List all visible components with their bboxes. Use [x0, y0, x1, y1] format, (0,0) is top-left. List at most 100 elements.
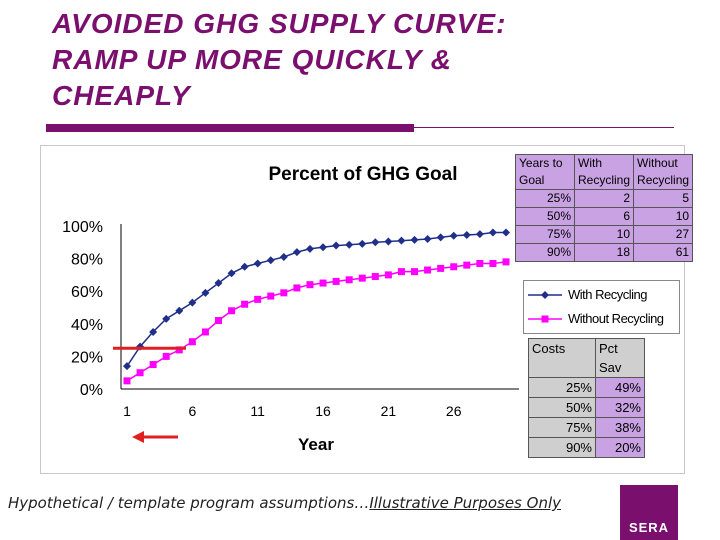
pct-savings-cell: 32% [595, 397, 645, 418]
data-point-with-recycling [201, 288, 210, 297]
y-tick-label: 60% [71, 284, 103, 301]
data-point-without-recycling [175, 346, 183, 354]
data-point-without-recycling [162, 352, 170, 360]
x-tick-label: 26 [446, 403, 462, 419]
without-recycling-years-cell: 10 [633, 207, 694, 226]
data-point-without-recycling [280, 289, 288, 297]
data-point-without-recycling [123, 377, 131, 385]
data-point-without-recycling [384, 271, 392, 279]
data-point-without-recycling [201, 328, 209, 336]
data-point-without-recycling [476, 259, 484, 267]
logo-text: SERA [628, 520, 670, 535]
pct-savings-cell: 38% [595, 417, 645, 438]
data-point-without-recycling [241, 300, 249, 308]
data-point-with-recycling [449, 231, 458, 240]
data-point-without-recycling [411, 268, 419, 276]
legend-item-with-recycling: With Recycling [524, 285, 679, 305]
legend-label: Without Recycling [568, 311, 664, 326]
data-point-with-recycling [188, 298, 197, 307]
y-tick-label: 20% [71, 349, 103, 366]
data-point-without-recycling [319, 279, 327, 287]
data-point-with-recycling [345, 240, 354, 249]
title-line-3: CHEAPLY [52, 80, 191, 111]
data-point-with-recycling [475, 230, 484, 239]
table-header-row: Years to Goal With Recycling Without Recycl… [515, 154, 694, 190]
data-point-without-recycling [345, 276, 353, 284]
without-recycling-years-cell: 27 [633, 225, 694, 244]
data-point-without-recycling [358, 274, 366, 282]
data-point-with-recycling [384, 237, 393, 246]
footnote-prefix: Hypothetical / template program assumpti… [8, 494, 370, 512]
y-tick-label: 100% [62, 219, 103, 236]
chart-legend: With Recycling Without Recycling [523, 280, 680, 334]
data-point-without-recycling [293, 284, 301, 292]
table-row: 90% 18 61 [515, 243, 694, 262]
data-point-without-recycling [149, 361, 157, 369]
x-tick-label: 6 [188, 403, 196, 419]
data-point-without-recycling [136, 369, 144, 377]
goal-level-cell: 50% [515, 207, 575, 226]
ghg-line-chart: Percent of GHG Goal Year 0% 20% 40% 60% 80% 1… [62, 164, 519, 454]
data-point-with-recycling [462, 230, 471, 239]
data-point-with-recycling [410, 235, 419, 244]
y-tick-label: 80% [71, 252, 103, 269]
cost-level-cell: 90% [528, 437, 596, 458]
goal-level-cell: 75% [515, 225, 575, 244]
table-row: 75% 10 27 [515, 225, 694, 244]
table-row: 25% 49% [528, 377, 645, 398]
x-tick-label: 11 [250, 403, 265, 419]
legend-swatch-without-recycling [528, 315, 562, 323]
with-recycling-years-cell: 2 [573, 189, 635, 208]
without-recycling-years-cell: 5 [633, 189, 694, 208]
table-header-cell: Costs [528, 338, 596, 378]
y-tick-label: 0% [80, 382, 103, 399]
data-point-with-recycling [319, 243, 328, 252]
data-point-with-recycling [279, 252, 288, 261]
title-underline-bar [46, 124, 414, 132]
x-axis-label: Year [298, 435, 334, 454]
data-point-without-recycling [489, 259, 497, 267]
with-recycling-years-cell: 10 [573, 225, 635, 244]
legend-label: With Recycling [568, 287, 647, 302]
series-line-without-recycling [126, 261, 507, 382]
data-point-with-recycling [371, 238, 380, 247]
chart-title: Percent of GHG Goal [269, 164, 458, 185]
data-point-without-recycling [437, 264, 445, 272]
costs-savings-table: Costs Pct Sav 25% 49% 50% 32% 75% 38% 90… [528, 338, 645, 458]
data-point-without-recycling [254, 295, 262, 303]
data-point-with-recycling [240, 262, 249, 271]
with-recycling-years-cell: 6 [573, 207, 635, 226]
x-tick-label: 16 [315, 403, 331, 419]
legend-item-without-recycling: Without Recycling [524, 309, 679, 329]
data-point-with-recycling [332, 241, 341, 250]
table-row: 90% 20% [528, 437, 645, 458]
title-line-1: AVOIDED GHG SUPPLY CURVE: [52, 8, 507, 39]
data-point-with-recycling [149, 327, 158, 336]
data-point-with-recycling [358, 239, 367, 248]
red-arrow-head [132, 431, 144, 443]
footnote-disclaimer: Illustrative Purposes Only [369, 494, 561, 512]
title-line-2: RAMP UP MORE QUICKLY & [52, 44, 453, 75]
data-point-without-recycling [450, 263, 458, 271]
cost-level-cell: 25% [528, 377, 596, 398]
table-header-cell: With Recycling [573, 154, 635, 190]
data-point-with-recycling [266, 256, 275, 265]
title-underline-rule [414, 127, 674, 128]
data-point-with-recycling [488, 228, 497, 237]
data-point-without-recycling [228, 307, 236, 315]
data-point-without-recycling [332, 277, 340, 285]
x-tick-label: 21 [381, 403, 397, 419]
x-tick-label: 1 [123, 403, 131, 419]
data-point-without-recycling [424, 266, 432, 274]
data-point-without-recycling [267, 292, 275, 300]
data-point-with-recycling [214, 279, 223, 288]
data-point-without-recycling [463, 261, 471, 269]
table-header-cell: Without Recycling [633, 154, 694, 190]
data-point-with-recycling [423, 235, 432, 244]
data-point-with-recycling [292, 248, 301, 257]
data-point-with-recycling [253, 259, 262, 268]
cost-level-cell: 75% [528, 417, 596, 438]
table-row: 50% 6 10 [515, 207, 694, 226]
data-point-with-recycling [397, 236, 406, 245]
data-point-with-recycling [162, 314, 171, 323]
